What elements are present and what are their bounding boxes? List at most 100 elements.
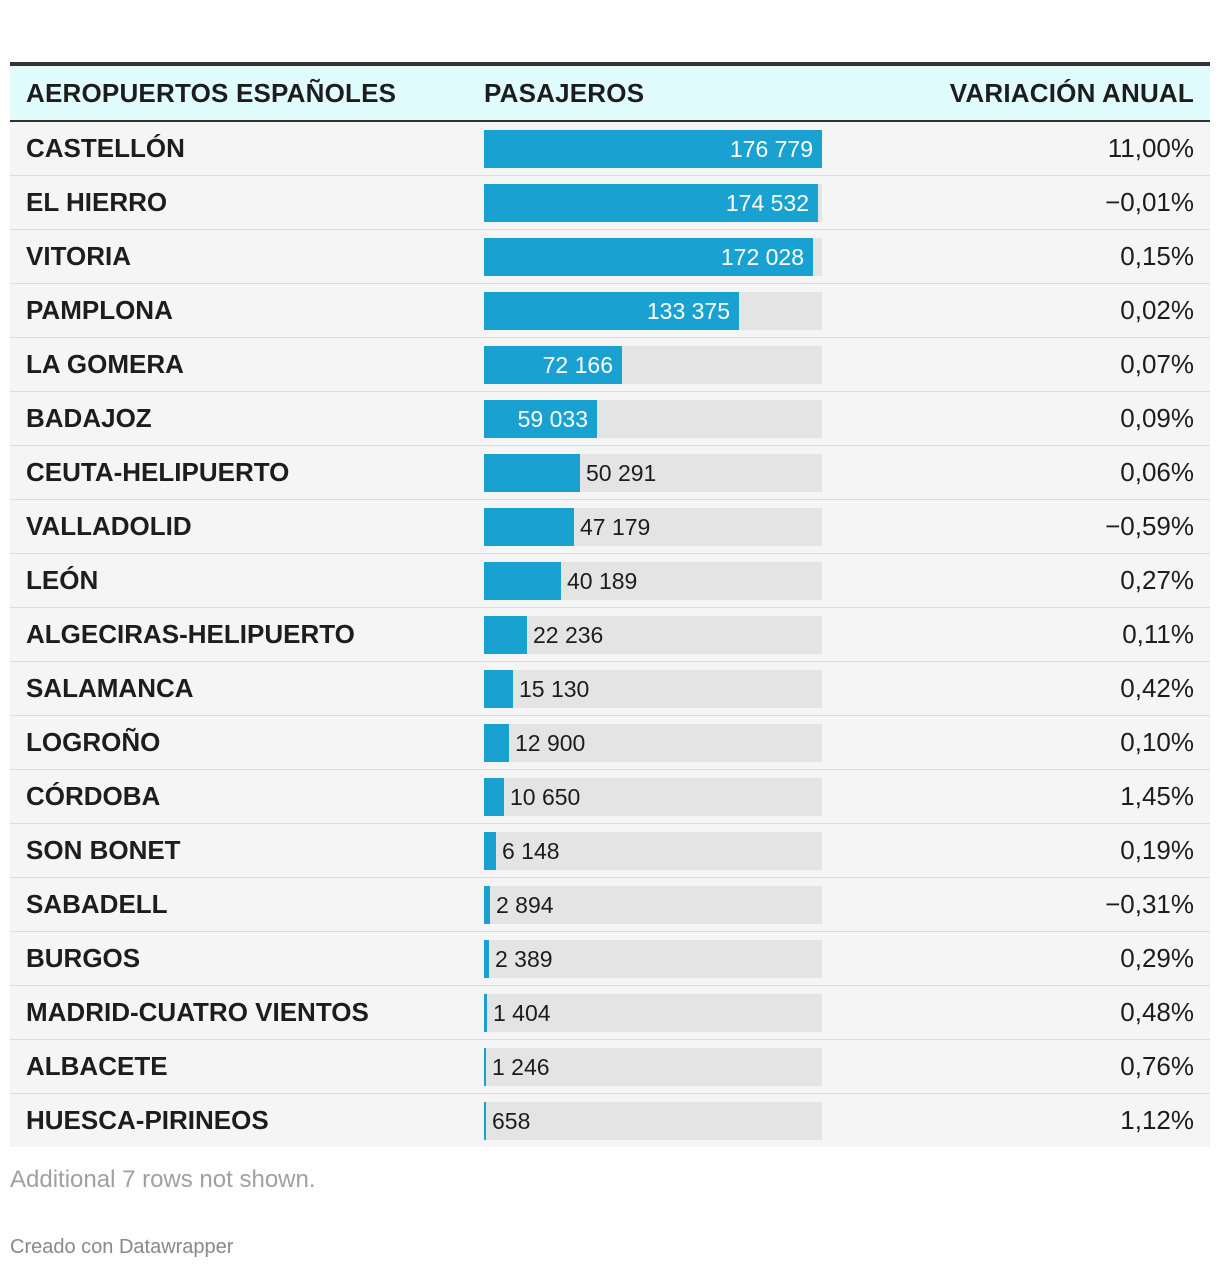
passengers-bar bbox=[484, 238, 813, 276]
table-row: LEÓN 40 189 0,27% bbox=[10, 554, 1210, 608]
passengers-bar-track: 15 130 bbox=[484, 670, 822, 708]
passengers-value-label: 176 779 bbox=[729, 136, 813, 162]
passengers-bar-track: 176 779 bbox=[484, 130, 822, 168]
annual-variation: 0,19% bbox=[1120, 835, 1194, 865]
passengers-value-label: 72 166 bbox=[542, 352, 613, 378]
table-row: ALBACETE 1 246 0,76% bbox=[10, 1040, 1210, 1094]
annual-variation: 0,42% bbox=[1120, 673, 1194, 703]
rows-not-shown-note: Additional 7 rows not shown. bbox=[10, 1166, 316, 1193]
passengers-bar bbox=[484, 1048, 486, 1086]
passengers-value-label: 40 189 bbox=[567, 568, 638, 594]
table-row: HUESCA-PIRINEOS 658 1,12% bbox=[10, 1094, 1210, 1147]
passengers-bar-track: 59 033 bbox=[484, 400, 822, 438]
passengers-bar bbox=[484, 562, 561, 600]
annual-variation: 0,07% bbox=[1120, 349, 1194, 379]
airport-name: SON BONET bbox=[26, 835, 181, 865]
table-row: SABADELL 2 894 −0,31% bbox=[10, 878, 1210, 932]
table-row: SALAMANCA 15 130 0,42% bbox=[10, 662, 1210, 716]
table-row: CASTELLÓN 176 779 11,00% bbox=[10, 122, 1210, 176]
passengers-value-label: 59 033 bbox=[517, 406, 588, 432]
passengers-bar-track: 1 404 bbox=[484, 994, 822, 1032]
passengers-value-label: 15 130 bbox=[519, 676, 590, 702]
table-row: MADRID-CUATRO VIENTOS 1 404 0,48% bbox=[10, 986, 1210, 1040]
airport-name: LA GOMERA bbox=[26, 349, 184, 379]
annual-variation: 0,02% bbox=[1120, 295, 1194, 325]
passengers-bar-track: 10 650 bbox=[484, 778, 822, 816]
passengers-value-label: 2 389 bbox=[495, 946, 553, 972]
annual-variation: 0,48% bbox=[1120, 997, 1194, 1027]
table-row: PAMPLONA 133 375 0,02% bbox=[10, 284, 1210, 338]
passengers-value-label: 12 900 bbox=[515, 730, 586, 756]
annual-variation: 0,27% bbox=[1120, 565, 1194, 595]
datawrapper-credit: Creado con Datawrapper bbox=[10, 1236, 234, 1258]
annual-variation: 0,11% bbox=[1122, 619, 1194, 649]
table-row: LA GOMERA 72 166 0,07% bbox=[10, 338, 1210, 392]
airport-name: HUESCA-PIRINEOS bbox=[26, 1105, 269, 1135]
passengers-bar-track: 22 236 bbox=[484, 616, 822, 654]
passengers-bar-track: 658 bbox=[484, 1102, 822, 1140]
passengers-bar bbox=[484, 994, 487, 1032]
passengers-bar-track: 12 900 bbox=[484, 724, 822, 762]
table-row: CÓRDOBA 10 650 1,45% bbox=[10, 770, 1210, 824]
airport-name: ALGECIRAS-HELIPUERTO bbox=[26, 619, 355, 649]
passengers-value-label: 174 532 bbox=[725, 190, 809, 216]
passengers-value-label: 50 291 bbox=[586, 460, 657, 486]
airport-name: BADAJOZ bbox=[26, 403, 152, 433]
airport-name: ALBACETE bbox=[26, 1051, 168, 1081]
passengers-bar-track: 1 246 bbox=[484, 1048, 822, 1086]
airport-name: EL HIERRO bbox=[26, 187, 168, 217]
table-row: ALGECIRAS-HELIPUERTO 22 236 0,11% bbox=[10, 608, 1210, 662]
passengers-value-label: 1 404 bbox=[493, 1000, 551, 1026]
passengers-bar bbox=[484, 346, 622, 384]
column-header-variation[interactable]: VARIACIÓN ANUAL bbox=[949, 78, 1194, 108]
airport-name: SALAMANCA bbox=[26, 673, 194, 703]
passengers-bar-track: 72 166 bbox=[484, 346, 822, 384]
table-row: BADAJOZ 59 033 0,09% bbox=[10, 392, 1210, 446]
passengers-bar bbox=[484, 778, 504, 816]
annual-variation: 0,10% bbox=[1120, 727, 1194, 757]
table-row: CEUTA-HELIPUERTO 50 291 0,06% bbox=[10, 446, 1210, 500]
passengers-bar-track: 172 028 bbox=[484, 238, 822, 276]
passengers-bar-track: 47 179 bbox=[484, 508, 822, 546]
passengers-value-label: 22 236 bbox=[533, 622, 604, 648]
passengers-value-label: 172 028 bbox=[720, 244, 804, 270]
table-row: SON BONET 6 148 0,19% bbox=[10, 824, 1210, 878]
passengers-bar bbox=[484, 184, 818, 222]
annual-variation: 0,09% bbox=[1120, 403, 1194, 433]
passengers-bar bbox=[484, 670, 513, 708]
airport-name: BURGOS bbox=[26, 943, 141, 973]
passengers-bar-track: 40 189 bbox=[484, 562, 822, 600]
annual-variation: 0,29% bbox=[1120, 943, 1194, 973]
passengers-bar bbox=[484, 1102, 486, 1140]
passengers-bar bbox=[484, 292, 739, 330]
passengers-bar-track: 133 375 bbox=[484, 292, 822, 330]
passengers-bar bbox=[484, 130, 822, 168]
annual-variation: −0,01% bbox=[1105, 187, 1194, 217]
passengers-value-label: 1 246 bbox=[492, 1054, 550, 1080]
table-body: CASTELLÓN 176 779 11,00% EL HIERRO 174 532 −0… bbox=[10, 122, 1210, 1147]
column-header-passengers[interactable]: PASAJEROS bbox=[484, 78, 645, 108]
airport-name: VALLADOLID bbox=[26, 511, 192, 541]
passengers-bar-track: 6 148 bbox=[484, 832, 822, 870]
column-header-airport[interactable]: AEROPUERTOS ESPAÑOLES bbox=[26, 78, 397, 108]
passengers-bar bbox=[484, 508, 574, 546]
annual-variation: 0,15% bbox=[1120, 241, 1194, 271]
passengers-value-label: 658 bbox=[492, 1108, 531, 1134]
passengers-bar bbox=[484, 940, 489, 978]
passengers-bar-track: 2 389 bbox=[484, 940, 822, 978]
airports-table: AEROPUERTOS ESPAÑOLES PASAJEROS VARIACIÓ… bbox=[10, 62, 1210, 1147]
passengers-bar-track: 50 291 bbox=[484, 454, 822, 492]
table-row: VALLADOLID 47 179 −0,59% bbox=[10, 500, 1210, 554]
passengers-value-label: 10 650 bbox=[510, 784, 581, 810]
passengers-value-label: 133 375 bbox=[646, 298, 730, 324]
table-header: AEROPUERTOS ESPAÑOLES PASAJEROS VARIACIÓ… bbox=[10, 62, 1210, 122]
airport-name: MADRID-CUATRO VIENTOS bbox=[26, 997, 369, 1027]
passengers-bar bbox=[484, 724, 509, 762]
airport-name: PAMPLONA bbox=[26, 295, 173, 325]
annual-variation: −0,59% bbox=[1105, 511, 1194, 541]
passengers-value-label: 2 894 bbox=[496, 892, 554, 918]
airport-name: SABADELL bbox=[26, 889, 168, 919]
airport-name: CASTELLÓN bbox=[26, 133, 185, 163]
annual-variation: 0,76% bbox=[1120, 1051, 1194, 1081]
passengers-bar bbox=[484, 400, 597, 438]
